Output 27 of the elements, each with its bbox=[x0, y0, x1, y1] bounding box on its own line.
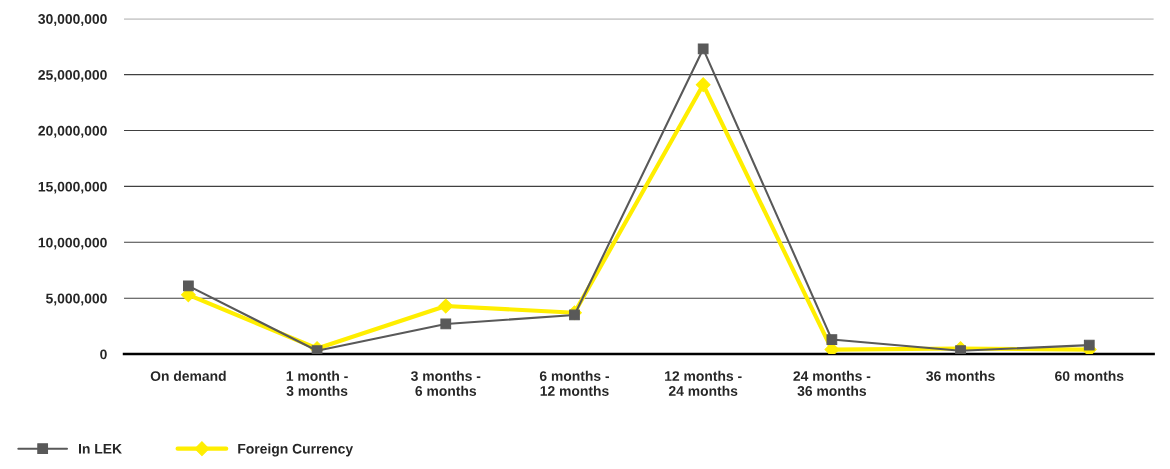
point bbox=[438, 298, 454, 314]
point bbox=[695, 77, 711, 93]
x-tick-label: On demand bbox=[150, 370, 226, 381]
y-tick-label: 30,000,000 bbox=[38, 14, 107, 26]
point bbox=[697, 43, 709, 55]
point bbox=[1083, 339, 1095, 351]
y-tick-label: 25,000,000 bbox=[38, 69, 107, 82]
y-tick-label: 0 bbox=[100, 349, 107, 360]
x-tick-label: 24 months - 36 months bbox=[793, 370, 871, 396]
x-tick-label: 3 months - 6 months bbox=[410, 370, 481, 396]
point bbox=[569, 309, 580, 321]
x-tick-label: 12 months - 24 months bbox=[665, 370, 742, 396]
y-tick-label: 15,000,000 bbox=[38, 181, 107, 194]
point bbox=[182, 280, 194, 292]
y-tick-label: 10,000,000 bbox=[38, 237, 107, 250]
x-tick-label: 6 months - 12 months bbox=[539, 370, 610, 396]
point bbox=[826, 334, 838, 345]
y-tick-label: 5,000,000 bbox=[46, 293, 107, 306]
point bbox=[311, 345, 323, 355]
point bbox=[440, 318, 452, 330]
x-tick-label: 60 months bbox=[1055, 370, 1124, 381]
x-tick-label: 1 month - 3 months bbox=[286, 370, 348, 396]
point bbox=[955, 345, 966, 355]
y-tick-label: 20,000,000 bbox=[38, 125, 107, 138]
x-tick-label: 36 months bbox=[926, 370, 995, 381]
legend-label: In LEK bbox=[79, 444, 122, 454]
legend-label: Foreign Currency bbox=[238, 443, 354, 457]
